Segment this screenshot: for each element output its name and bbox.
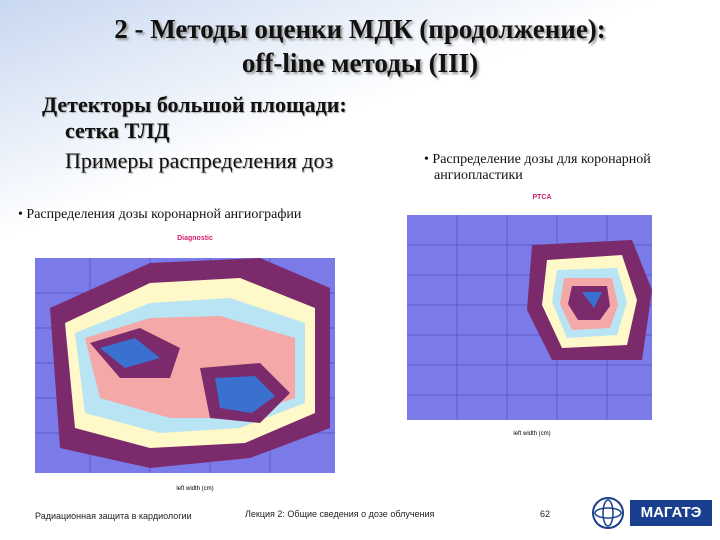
x-axis-label: left width (cm) [513,431,550,437]
footer-course: Радиационная защита в кардиологии [35,511,192,521]
logo-icon [592,497,624,529]
bullet: • Распределение дозы для коронарной анги… [424,152,651,183]
figure-title: Diagnostic [177,235,213,242]
page-number: 62 [540,509,551,519]
bullet: • Распределения дозы коронарной ангиогра… [18,207,302,222]
contour [582,292,602,308]
bullet-text: Распределения дозы коронарной ангиографи… [26,207,302,222]
dose-map-right: PTCA left width (cm) [402,190,677,440]
title-line: 2 - Методы оценки МДК (продолжение): [114,14,606,44]
footer-lecture: Лекция 2: Общие сведения о дозе облучени… [245,509,435,519]
subtitle: сетка ТЛД [65,118,170,143]
bullet-text: Распределение дозы для коронарной ангиоп… [432,152,651,183]
subtitle: Детекторы большой площади: [42,92,347,117]
logo-text: МАГАТЭ [630,500,712,526]
dose-map-left: Diagnostic left width (cm) [30,228,360,500]
contour [100,338,160,368]
subtitle: Примеры распределения доз [65,148,334,173]
x-axis-label: left width (cm) [176,486,213,492]
title-line: off-line методы (III) [241,48,479,78]
figure-title: PTCA [532,194,551,201]
contour [215,376,275,413]
